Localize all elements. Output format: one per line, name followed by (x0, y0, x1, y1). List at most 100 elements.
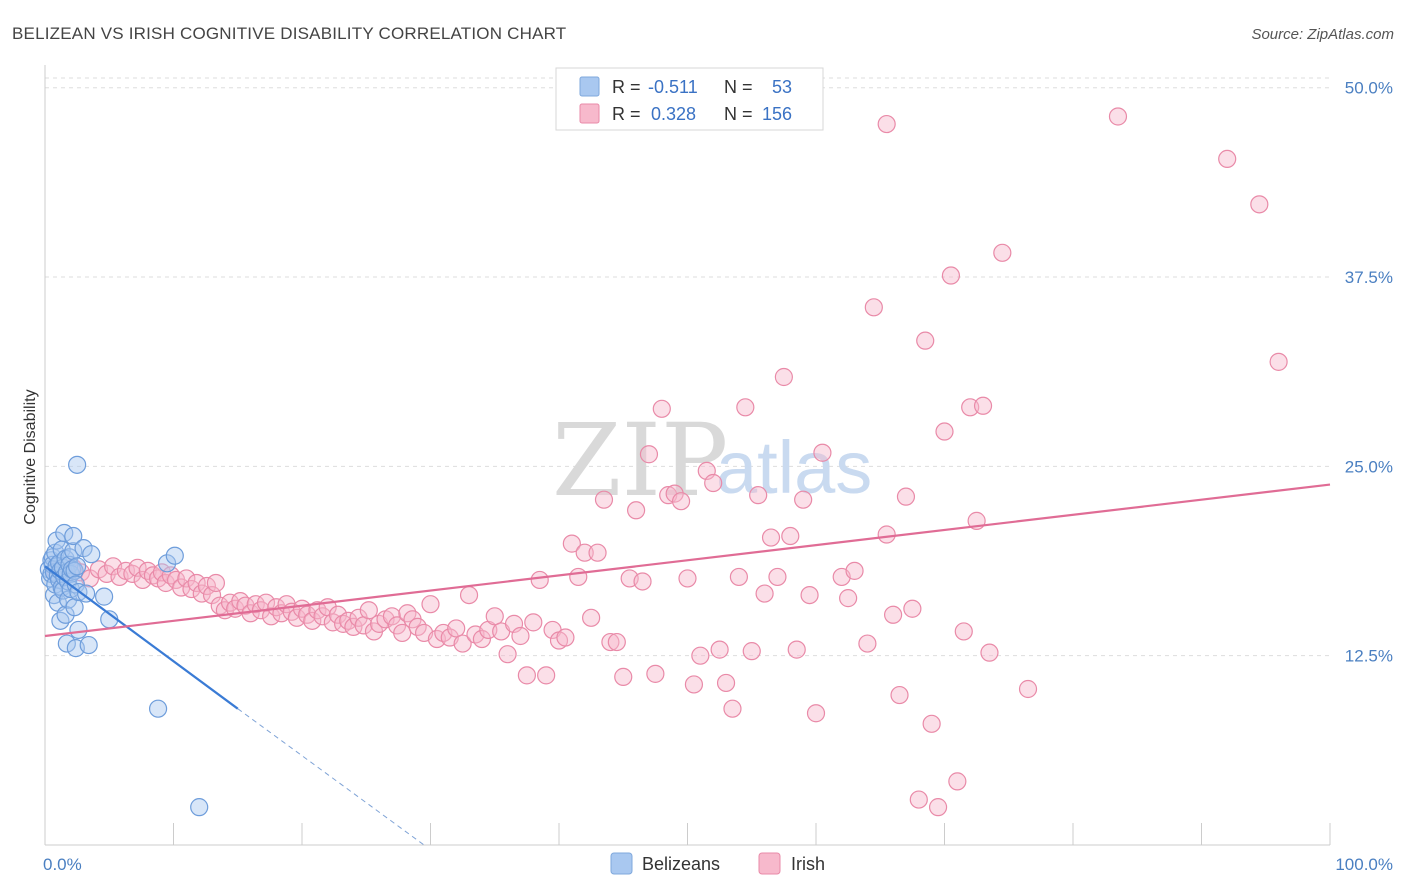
irish-point (359, 601, 378, 620)
legend-swatch-belizeans (579, 76, 600, 97)
belizean-point (82, 545, 101, 564)
grid-lines (45, 77, 1330, 657)
irish-point (935, 422, 954, 441)
stats-legend: R = -0.511 N = 53 R = 0.328 N = 156 (555, 67, 824, 131)
irish-point (177, 569, 196, 588)
irish-point (472, 629, 491, 649)
belizean-point (79, 635, 98, 655)
irish-point (761, 528, 781, 547)
irish-point (1108, 107, 1128, 126)
irish-point (328, 605, 348, 624)
y-tick-label: 25.0% (1345, 457, 1393, 476)
irish-point (562, 534, 581, 553)
irish-point (498, 645, 517, 664)
irish-point (774, 367, 793, 387)
irish-point (187, 573, 206, 593)
y-tick-label: 12.5% (1345, 647, 1393, 666)
irish-point (928, 798, 948, 817)
irish-point (883, 605, 903, 624)
irish-point (524, 613, 543, 632)
irish-point (459, 585, 479, 605)
irish-point (916, 331, 935, 350)
legend-n-label-irish: N = (724, 104, 753, 124)
irish-point (287, 608, 306, 627)
irish-point (954, 622, 973, 641)
irish-point (206, 573, 226, 593)
y-tick-label: 50.0% (1345, 79, 1393, 98)
irish-point (877, 114, 896, 134)
irish-point (922, 714, 941, 733)
irish-point (729, 567, 749, 587)
bottom-legend-label-irish: Irish (791, 854, 825, 874)
y-axis-label: Cognitive Disability (22, 389, 39, 524)
x-tick-label: 0.0% (43, 855, 82, 874)
belizean-points (39, 455, 209, 817)
irish-point (736, 398, 755, 417)
irish-point (614, 667, 633, 686)
belizean-point (165, 546, 184, 565)
irish-point (537, 666, 556, 685)
belizean-point (69, 620, 88, 640)
irish-point (601, 632, 620, 652)
irish-point (1269, 352, 1288, 371)
irish-point (421, 595, 440, 614)
irish-point (575, 543, 594, 562)
irish-point (626, 501, 646, 520)
irish-point (749, 486, 768, 505)
irish-point (582, 608, 601, 627)
irish-point (485, 607, 504, 626)
irish-point (382, 607, 402, 626)
bottom-legend-swatch-irish (758, 852, 781, 875)
trend-lines (44, 483, 1331, 846)
legend-r-value-belizeans: -0.511 (648, 77, 698, 97)
irish-point (684, 675, 704, 694)
irish-point (607, 632, 626, 652)
irish-point (646, 664, 665, 683)
belizean-point (59, 590, 78, 609)
belizean-trend-line-extension (237, 708, 425, 846)
chart-source: Source: ZipAtlas.com (1251, 26, 1394, 43)
irish-point (530, 570, 549, 590)
belizean-point (68, 557, 87, 576)
irish-point (1218, 149, 1237, 169)
irish-point (671, 492, 691, 511)
irish-point (948, 772, 967, 791)
y-tick-label: 37.5% (1345, 268, 1393, 287)
irish-point (839, 589, 858, 608)
axes (44, 65, 1331, 846)
irish-point (704, 473, 723, 493)
irish-point (755, 584, 774, 603)
legend-r-label-belizeans: R = (612, 77, 641, 97)
legend-n-value-irish: 156 (762, 104, 792, 124)
irish-point (652, 399, 671, 418)
irish-point (256, 593, 276, 612)
irish-points (46, 107, 1288, 817)
belizean-point (148, 699, 168, 718)
irish-trend-line (44, 483, 1331, 638)
irish-point (639, 445, 659, 464)
legend-r-value-irish: 0.328 (651, 104, 696, 124)
irish-point (716, 673, 736, 693)
belizean-point (64, 526, 83, 546)
watermark-atlas: atlas (716, 426, 872, 509)
legend-n-value-belizeans: 53 (772, 77, 792, 97)
chart-title: BELIZEAN VS IRISH COGNITIVE DISABILITY C… (12, 24, 566, 43)
belizean-point (95, 587, 114, 606)
irish-point (334, 614, 353, 633)
belizean-point (77, 584, 96, 603)
x-tick-labels: 0.0% 100.0% (43, 855, 1393, 874)
irish-point (800, 585, 819, 605)
irish-point (813, 443, 832, 462)
legend-n-label-belizeans: N = (724, 77, 753, 97)
irish-point (909, 790, 928, 809)
irish-point (858, 634, 877, 653)
irish-point (393, 623, 412, 643)
irish-point (845, 561, 864, 580)
irish-point (794, 490, 813, 509)
irish-point (313, 607, 332, 626)
irish-point (864, 298, 883, 317)
irish-point (517, 666, 536, 685)
watermark-zip: ZIP (552, 402, 728, 519)
irish-point (980, 643, 999, 662)
irish-point (710, 640, 729, 659)
